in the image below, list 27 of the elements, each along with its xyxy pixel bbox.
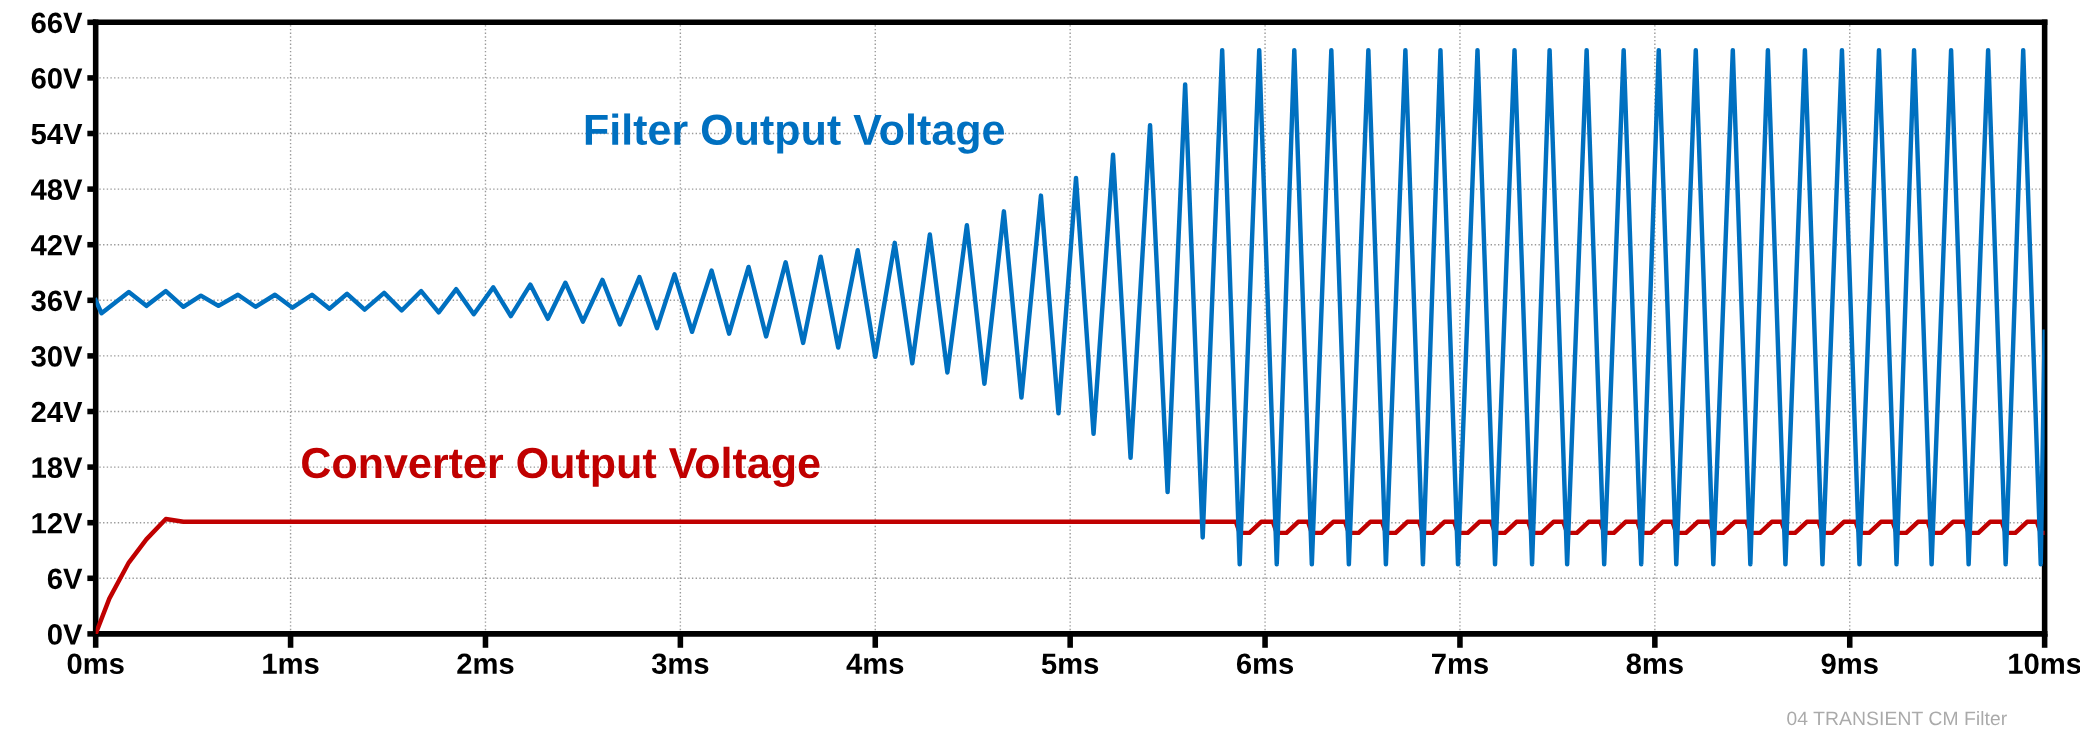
y-tick-label: 12V xyxy=(32,512,83,534)
y-tick-label: 36V xyxy=(31,290,83,312)
y-tick-label: 48V xyxy=(31,179,83,200)
y-tick-label: 24V xyxy=(31,401,83,423)
y-tick-label: 66V xyxy=(31,12,83,34)
y-tick-label: 54V xyxy=(31,124,83,145)
x-tick-label: 0ms xyxy=(67,653,124,675)
x-tick-label: 7ms xyxy=(1432,653,1488,675)
x-tick-label: 8ms xyxy=(1626,653,1683,675)
x-tick-label: 1ms xyxy=(263,653,319,675)
series-label: Filter Output Voltage xyxy=(585,113,1005,154)
series-label: Converter Output Voltage xyxy=(302,446,820,488)
y-tick-label: 60V xyxy=(31,68,83,89)
x-tick-label: 10ms xyxy=(2009,653,2080,675)
y-tick-label: 6V xyxy=(47,568,83,590)
y-tick-label: 42V xyxy=(31,234,83,256)
x-tick-label: 3ms xyxy=(651,653,709,675)
x-tick-label: 6ms xyxy=(1236,653,1294,675)
x-tick-label: 2ms xyxy=(457,653,514,675)
y-tick-label: 30V xyxy=(31,346,83,367)
x-tick-label: 4ms xyxy=(846,653,904,675)
x-tick-label: 5ms xyxy=(1041,653,1099,675)
y-tick-label: 0V xyxy=(47,624,83,645)
y-tick-label: 18V xyxy=(32,457,83,478)
text: 04 TRANSIENT CM Filter xyxy=(1787,710,2007,726)
line-series xyxy=(95,47,2045,567)
x-tick-label: 9ms xyxy=(1821,653,1878,675)
